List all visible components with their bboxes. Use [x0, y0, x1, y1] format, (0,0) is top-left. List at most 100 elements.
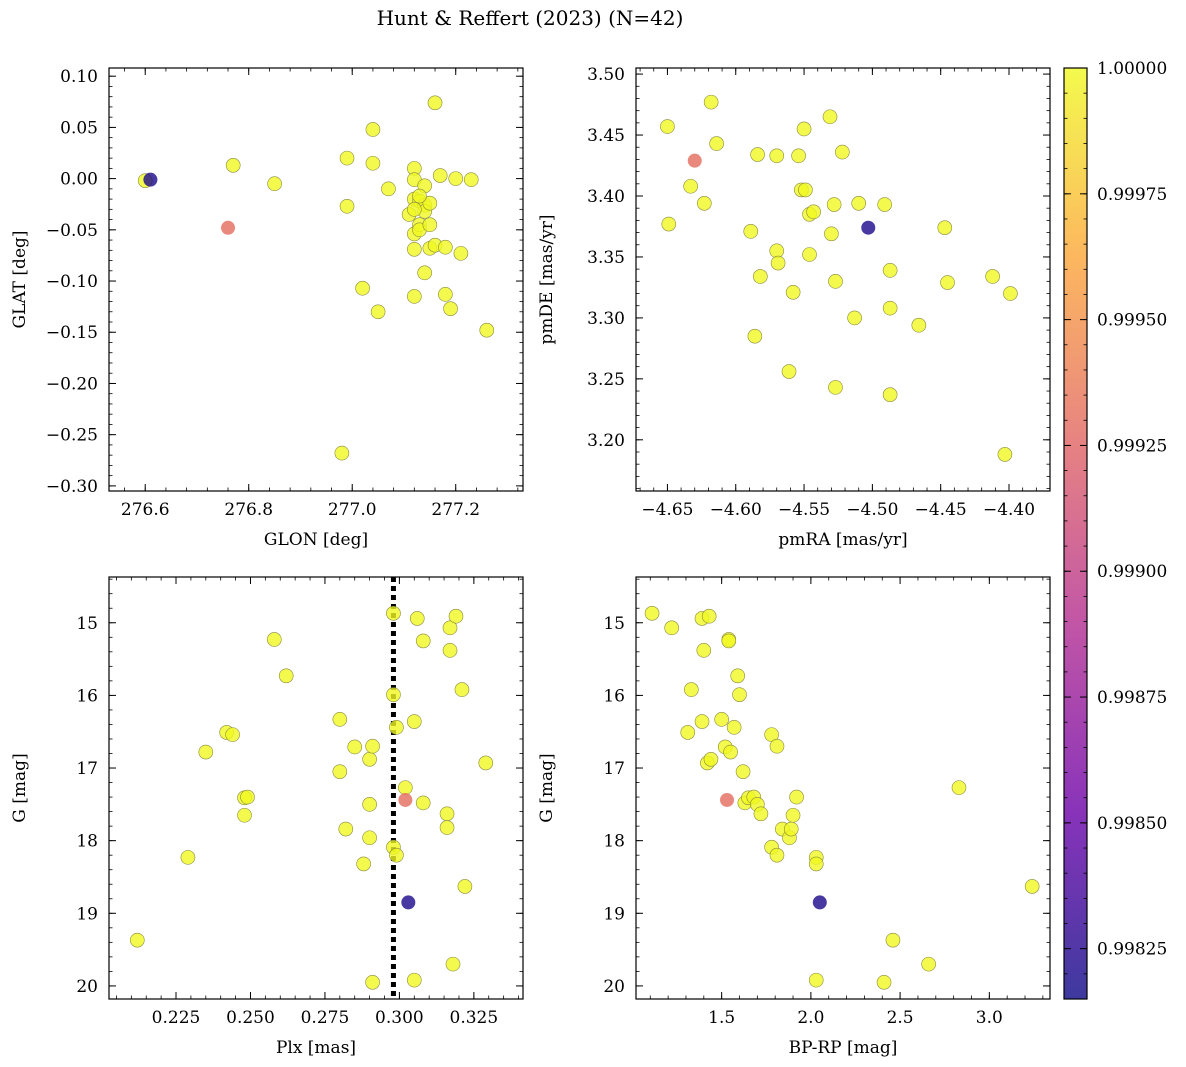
scatter-point [822, 109, 838, 125]
y-tick-label: 3.45 [587, 126, 625, 146]
scatter-point [365, 974, 380, 990]
scatter-point [365, 738, 380, 754]
scatter-point [180, 850, 196, 865]
scatter-point [703, 752, 719, 767]
scatter-point [334, 445, 350, 461]
scatter-point [753, 269, 768, 284]
scatter-point [985, 269, 1000, 284]
scatter-point [240, 789, 255, 805]
scatter-point [267, 176, 282, 192]
panel-plx-g: 0.225 0.250 0.275 0.300 0.325 15 16 17 18 19 20 Plx… [10, 576, 524, 1058]
scatter-point [997, 447, 1013, 462]
scatter-point [826, 197, 842, 212]
x-tick-label: −4.40 [983, 500, 1035, 520]
scatter-point [432, 168, 448, 183]
x-tick-label: −4.45 [915, 500, 967, 520]
x-tick-label: −4.65 [641, 500, 693, 520]
y-tick-label: 15 [603, 614, 625, 634]
y-tick-label: 18 [76, 832, 98, 852]
y-tick-label: −0.10 [46, 272, 98, 292]
y-axis-label: GLAT [deg] [10, 230, 30, 328]
scatter-point [714, 712, 729, 727]
scatter-point [407, 241, 422, 257]
y-tick-label: 3.30 [587, 309, 625, 329]
scatter-point [389, 720, 404, 735]
panel-pmra-pmde: −4.65 −4.60 −4.55 −4.50 −4.45 −4.40 3.20 3.25 3.… [537, 65, 1051, 550]
colorbar-tick-label: 0.99825 [1097, 940, 1167, 960]
y-tick-label: 19 [603, 904, 625, 924]
scatter-point [802, 247, 817, 262]
y-tick-label: 16 [603, 686, 625, 706]
scatter-point [463, 172, 479, 187]
scatter-point [911, 317, 927, 333]
axes-frame [108, 576, 524, 1000]
y-axis-label: pmDE [mas/yr] [537, 214, 557, 344]
y-tick-label: 17 [76, 759, 98, 779]
scatter-point [225, 727, 240, 742]
scatter-point [401, 895, 416, 910]
y-tick-label: 3.35 [587, 248, 625, 268]
x-tick-label: 0.225 [152, 1008, 201, 1028]
x-axis-label: Plx [mas] [276, 1038, 356, 1058]
x-tick-label: 0.250 [226, 1008, 275, 1028]
y-tick-label: 0.05 [60, 118, 98, 138]
scatter-point [694, 714, 710, 729]
scatter-point [407, 202, 422, 217]
scatter-point [362, 797, 377, 812]
scatter-point [356, 856, 371, 872]
scatter-point [808, 856, 824, 872]
colorbar-tick-label: 0.99900 [1097, 562, 1167, 582]
scatter-point [723, 744, 738, 760]
x-tick-label: 2.0 [797, 1008, 824, 1028]
scatter-point [885, 932, 901, 948]
x-tick-label: 3.0 [976, 1008, 1003, 1028]
scatter-point [680, 725, 696, 740]
scatter-point [439, 820, 455, 835]
scatter-point [365, 155, 381, 171]
x-tick-label: −4.55 [778, 500, 830, 520]
colorbar-tick-label: 1.00000 [1097, 59, 1167, 79]
scatter-point [278, 668, 294, 684]
scatter-point [877, 197, 892, 212]
scatter-point [339, 198, 355, 214]
scatter-point [406, 714, 422, 729]
y-tick-label: 20 [76, 977, 98, 997]
scatter-point [770, 255, 786, 271]
scatter-point [683, 178, 698, 194]
y-tick-label: 0.10 [60, 67, 98, 87]
scatter-point [332, 712, 348, 727]
x-tick-label: −4.50 [846, 500, 898, 520]
scatter-point [365, 122, 381, 137]
x-tick-label: −4.60 [710, 500, 762, 520]
scatter-point [427, 95, 443, 111]
colorbar-tick-label: 0.99950 [1097, 311, 1167, 331]
x-tick-label: 1.5 [708, 1008, 735, 1028]
scatter-point [828, 274, 843, 289]
scatter-points [137, 95, 495, 461]
scatter-point [661, 216, 677, 232]
x-tick-label: 2.5 [887, 1008, 914, 1028]
colorbar-tick-label: 0.99975 [1097, 185, 1167, 205]
figure-title: Hunt & Reffert (2023) (N=42) [376, 6, 684, 30]
scatter-point [876, 974, 892, 990]
panel-glon-glat: 276.6 276.8 277.0 277.2 0.10 0.05 0.00 −0.05 −0.… [10, 67, 524, 550]
scatter-point [697, 196, 712, 211]
y-tick-label: 19 [76, 904, 98, 924]
y-tick-label: 3.20 [587, 431, 625, 451]
y-axis-label: G [mag] [10, 753, 30, 822]
scatter-point [769, 847, 785, 863]
y-axis-label: G [mag] [537, 753, 557, 822]
scatter-point [664, 620, 679, 636]
scatter-point [937, 220, 953, 235]
scatter-point [362, 830, 377, 846]
scatter-point [847, 310, 862, 326]
x-axis-label: GLON [deg] [264, 530, 368, 550]
scatter-point [730, 668, 746, 684]
scatter-point [386, 687, 401, 702]
scatter-point [129, 932, 145, 948]
scatter-point [442, 643, 458, 658]
scatter-point [398, 792, 413, 807]
scatter-point [406, 972, 422, 988]
scatter-points [644, 606, 1040, 990]
scatter-point [882, 263, 898, 278]
